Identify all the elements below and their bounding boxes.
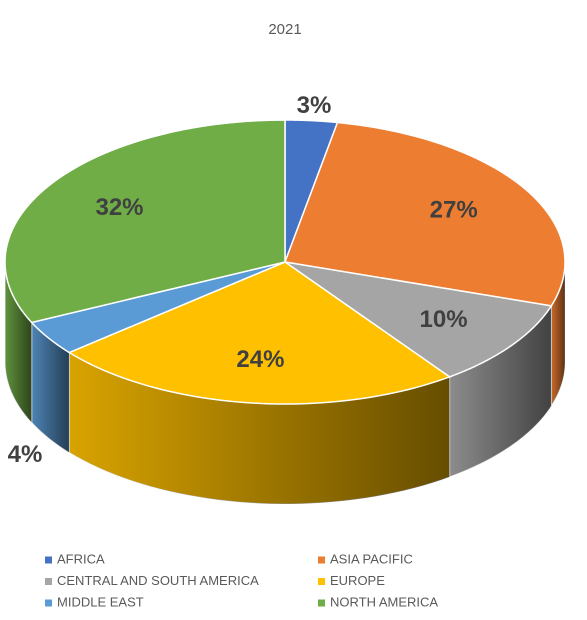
data-label: 32% (95, 194, 143, 221)
legend-label: MIDDLE EAST (57, 594, 144, 609)
legend-swatch (45, 578, 52, 585)
slice (283, 121, 566, 307)
slice-side-shade (31, 322, 70, 453)
slice-side-shade (551, 262, 565, 406)
legend-label: NORTH AMERICA (330, 594, 438, 609)
legend-label: CENTRAL AND SOUTH AMERICA (57, 573, 259, 588)
legend-label: EUROPE (330, 573, 385, 588)
legend-swatch (45, 599, 52, 607)
slice-side-shade (5, 262, 32, 423)
chart-title: 2021 (268, 21, 301, 38)
legend-swatch (318, 578, 325, 585)
legend-swatch (318, 599, 325, 607)
data-label: 27% (430, 197, 478, 224)
slice (4, 119, 286, 324)
legend-swatch (318, 556, 325, 564)
legend-swatch (45, 556, 52, 564)
slice (67, 261, 452, 405)
data-label: 3% (297, 92, 332, 119)
legend-label: ASIA PACIFIC (330, 551, 413, 566)
legend-label: AFRICA (57, 551, 105, 566)
slice (284, 261, 553, 378)
slice-side-shade (449, 305, 552, 477)
data-label: 10% (420, 306, 468, 333)
data-label: 24% (236, 346, 284, 373)
data-label: 4% (8, 441, 43, 468)
slice (30, 261, 286, 354)
